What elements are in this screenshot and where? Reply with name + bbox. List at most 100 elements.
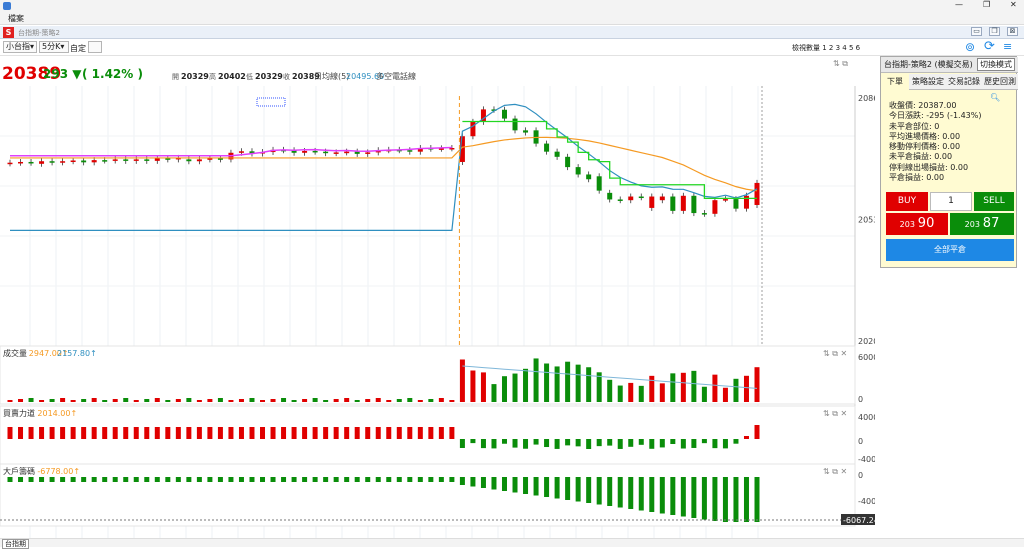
- candle[interactable]: [238, 151, 244, 153]
- volume-bar[interactable]: [480, 372, 486, 402]
- buysell-bar[interactable]: [112, 427, 118, 439]
- buysell-bar[interactable]: [596, 439, 602, 447]
- volume-bar[interactable]: [617, 385, 623, 402]
- sell-button[interactable]: SELL: [974, 192, 1014, 211]
- buysell-bar[interactable]: [323, 427, 329, 439]
- major-bar[interactable]: [70, 477, 76, 482]
- quantity-input[interactable]: 1: [930, 192, 972, 211]
- volume-bar[interactable]: [81, 399, 87, 402]
- major-bar[interactable]: [344, 477, 350, 482]
- candle[interactable]: [102, 160, 108, 162]
- volume-bar[interactable]: [144, 399, 150, 402]
- refresh-icon[interactable]: ⟳: [984, 39, 995, 54]
- buysell-bar[interactable]: [607, 439, 613, 446]
- candle[interactable]: [733, 199, 739, 209]
- major-bar[interactable]: [417, 477, 423, 482]
- candle[interactable]: [249, 151, 255, 154]
- candle[interactable]: [712, 200, 718, 214]
- volume-bar[interactable]: [733, 378, 739, 402]
- volume-bar[interactable]: [449, 400, 455, 402]
- major-bar[interactable]: [123, 477, 129, 482]
- volume-bar[interactable]: [112, 399, 118, 402]
- buysell-bar[interactable]: [670, 439, 676, 445]
- buysell-bar[interactable]: [91, 427, 97, 439]
- buysell-bar[interactable]: [281, 427, 287, 439]
- volume-bar[interactable]: [70, 400, 76, 402]
- major-bar[interactable]: [154, 477, 160, 482]
- buysell-bar[interactable]: [196, 427, 202, 439]
- buysell-bar[interactable]: [680, 439, 686, 449]
- volume-bar[interactable]: [333, 399, 339, 402]
- volume-bar[interactable]: [175, 399, 181, 402]
- candle[interactable]: [722, 199, 728, 201]
- volume-bar[interactable]: [281, 398, 287, 402]
- major-bar[interactable]: [533, 477, 539, 496]
- major-bar[interactable]: [565, 477, 571, 500]
- candle[interactable]: [323, 151, 329, 154]
- minimize-icon[interactable]: —: [955, 0, 963, 9]
- candle[interactable]: [112, 159, 118, 161]
- volume-bar[interactable]: [407, 398, 413, 402]
- child-minimize-button[interactable]: ▭: [971, 27, 982, 36]
- buysell-bar[interactable]: [428, 427, 434, 439]
- major-bar[interactable]: [312, 477, 318, 482]
- volume-bar[interactable]: [459, 359, 465, 403]
- tab-backtest[interactable]: 歷史回測: [984, 77, 1016, 86]
- volume-bar[interactable]: [596, 372, 602, 402]
- tab-strategy-settings[interactable]: 策略設定: [912, 77, 944, 86]
- volume-bar[interactable]: [512, 373, 518, 402]
- zoom-in-icon[interactable]: 🔍︎: [990, 93, 1001, 102]
- volume-bar[interactable]: [712, 374, 718, 402]
- buysell-bar[interactable]: [49, 427, 55, 439]
- buysell-bar[interactable]: [533, 439, 539, 445]
- volume-bar[interactable]: [196, 400, 202, 402]
- major-bar[interactable]: [743, 477, 749, 522]
- buysell-bar[interactable]: [638, 439, 644, 445]
- volume-bar[interactable]: [417, 400, 423, 402]
- volume-bar[interactable]: [354, 400, 360, 402]
- candle[interactable]: [217, 158, 223, 160]
- volume-bar[interactable]: [123, 398, 129, 402]
- major-bar[interactable]: [733, 477, 739, 522]
- status-tab[interactable]: 台指期: [2, 539, 29, 549]
- candle[interactable]: [554, 151, 560, 157]
- major-bar[interactable]: [428, 477, 434, 482]
- candle[interactable]: [680, 195, 686, 211]
- major-bar[interactable]: [165, 477, 171, 482]
- candle[interactable]: [207, 158, 213, 160]
- candle[interactable]: [312, 150, 318, 153]
- major-bar[interactable]: [407, 477, 413, 482]
- buysell-bar[interactable]: [18, 427, 24, 439]
- volume-bar[interactable]: [722, 387, 728, 402]
- volume-bar[interactable]: [607, 379, 613, 402]
- major-bar[interactable]: [638, 477, 644, 511]
- buysell-bar[interactable]: [28, 427, 34, 439]
- candle[interactable]: [91, 160, 97, 163]
- volume-bar[interactable]: [238, 399, 244, 402]
- buysell-bar[interactable]: [270, 427, 276, 439]
- major-bar[interactable]: [249, 477, 255, 482]
- major-bar[interactable]: [722, 477, 728, 522]
- buysell-bar[interactable]: [575, 439, 581, 447]
- buysell-bar[interactable]: [133, 427, 139, 439]
- volume-bar[interactable]: [323, 400, 329, 402]
- candle[interactable]: [302, 150, 308, 153]
- candle[interactable]: [512, 118, 518, 131]
- volume-bar[interactable]: [396, 399, 402, 402]
- buysell-bar[interactable]: [238, 427, 244, 439]
- volume-bar[interactable]: [649, 375, 655, 402]
- volume-bar[interactable]: [544, 363, 550, 403]
- buysell-bar[interactable]: [217, 427, 223, 439]
- major-bar[interactable]: [60, 477, 66, 482]
- major-bar[interactable]: [81, 477, 87, 482]
- volume-bar[interactable]: [28, 398, 34, 402]
- candle[interactable]: [670, 196, 676, 211]
- buy-button[interactable]: BUY: [886, 192, 928, 211]
- volume-bar[interactable]: [7, 400, 13, 402]
- candle[interactable]: [607, 192, 613, 200]
- ask-price-button[interactable]: 203 87: [950, 213, 1014, 235]
- volume-bar[interactable]: [428, 399, 434, 402]
- candle[interactable]: [365, 152, 371, 154]
- candle[interactable]: [18, 161, 24, 164]
- buysell-bar[interactable]: [470, 439, 476, 444]
